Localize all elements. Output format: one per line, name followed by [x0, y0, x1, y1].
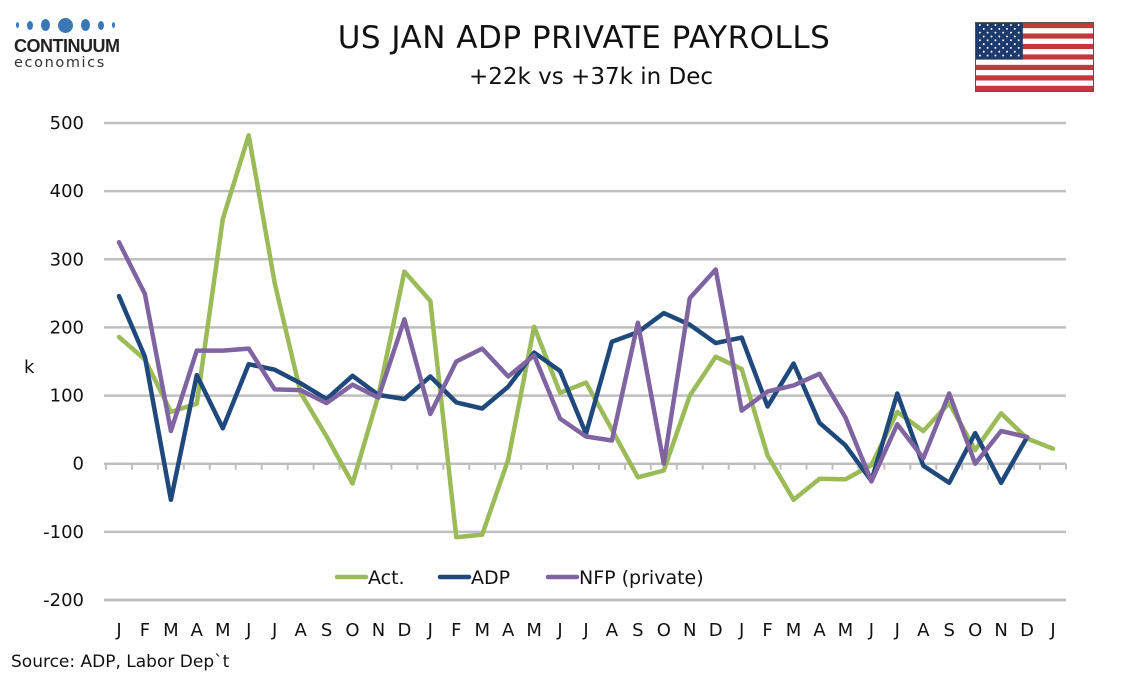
- y-axis-label: k: [24, 357, 35, 378]
- x-tick-label: A: [502, 620, 515, 641]
- legend-label: ADP: [471, 567, 510, 589]
- gridlines: [104, 121, 1066, 602]
- legend-label: NFP (private): [579, 567, 704, 589]
- x-tick-label: J: [271, 620, 277, 641]
- logo-name: CONTINUUM: [14, 36, 120, 56]
- x-tick-label: J: [1049, 620, 1055, 641]
- source-note: Source: ADP, Labor Dep`t: [11, 652, 230, 672]
- logo-sub: economics: [14, 55, 106, 71]
- x-tick-label: N: [683, 620, 696, 641]
- x-tick-label: S: [944, 620, 955, 641]
- series-line-adp: [116, 293, 1030, 503]
- x-tick-label: N: [994, 620, 1007, 641]
- x-tick-label: O: [345, 620, 359, 641]
- x-tick-label: M: [474, 620, 490, 641]
- x-tick-label: M: [163, 620, 179, 641]
- x-tick-label: D: [1020, 620, 1034, 641]
- x-tick-label: A: [294, 620, 307, 641]
- x-tick-label: A: [917, 620, 930, 641]
- y-tick-label: 200: [50, 317, 84, 338]
- continuum-economics-logo: CONTINUUM economics: [14, 16, 134, 71]
- us-flag-icon: [975, 22, 1094, 92]
- series-line-act: [116, 133, 1056, 540]
- x-tick-label: M: [838, 620, 854, 641]
- x-tick-label: O: [657, 620, 671, 641]
- x-tick-label: M: [526, 620, 542, 641]
- x-tick-label: M: [215, 620, 231, 641]
- x-tick-label: F: [451, 620, 461, 641]
- x-tick-label: O: [968, 620, 982, 641]
- series-line-nfp-private: [116, 240, 1030, 484]
- x-tick-label: A: [606, 620, 619, 641]
- legend: Act. ADP NFP (private): [334, 567, 704, 589]
- x-tick-label: J: [894, 620, 900, 641]
- y-tick-label: 300: [50, 249, 84, 270]
- y-tick-label: 0: [73, 454, 84, 475]
- y-tick-label: 100: [50, 386, 84, 407]
- x-tick-label: J: [427, 620, 433, 641]
- y-tick-label: 500: [50, 113, 84, 134]
- x-tick-label: J: [115, 620, 121, 641]
- x-tick-label: J: [868, 620, 874, 641]
- x-tick-label: F: [762, 620, 772, 641]
- x-tick-label: J: [556, 620, 562, 641]
- x-tick-label: J: [738, 620, 744, 641]
- x-tick-label: J: [245, 620, 251, 641]
- x-tick-label: S: [632, 620, 643, 641]
- x-tick-label: M: [786, 620, 802, 641]
- x-tick-label: J: [582, 620, 588, 641]
- y-tick-label: -200: [43, 590, 84, 611]
- logo-dots-icon: [16, 16, 134, 34]
- x-tick-label: D: [397, 620, 411, 641]
- series-lines: [116, 133, 1056, 540]
- x-tick-label: A: [191, 620, 204, 641]
- y-tick-label: 400: [50, 181, 84, 202]
- chart-subtitle: +22k vs +37k in Dec: [468, 64, 714, 90]
- x-tick-label: S: [321, 620, 332, 641]
- x-tick-label: A: [813, 620, 826, 641]
- y-axis-ticks: 500 400 300 200 100 0 -100 -200: [43, 113, 84, 611]
- x-tick-label: N: [372, 620, 385, 641]
- legend-label: Act.: [368, 567, 405, 589]
- x-tick-label: F: [140, 620, 150, 641]
- chart-title: US JAN ADP PRIVATE PAYROLLS: [337, 20, 831, 56]
- x-tick-label: D: [709, 620, 723, 641]
- y-tick-label: -100: [43, 522, 84, 543]
